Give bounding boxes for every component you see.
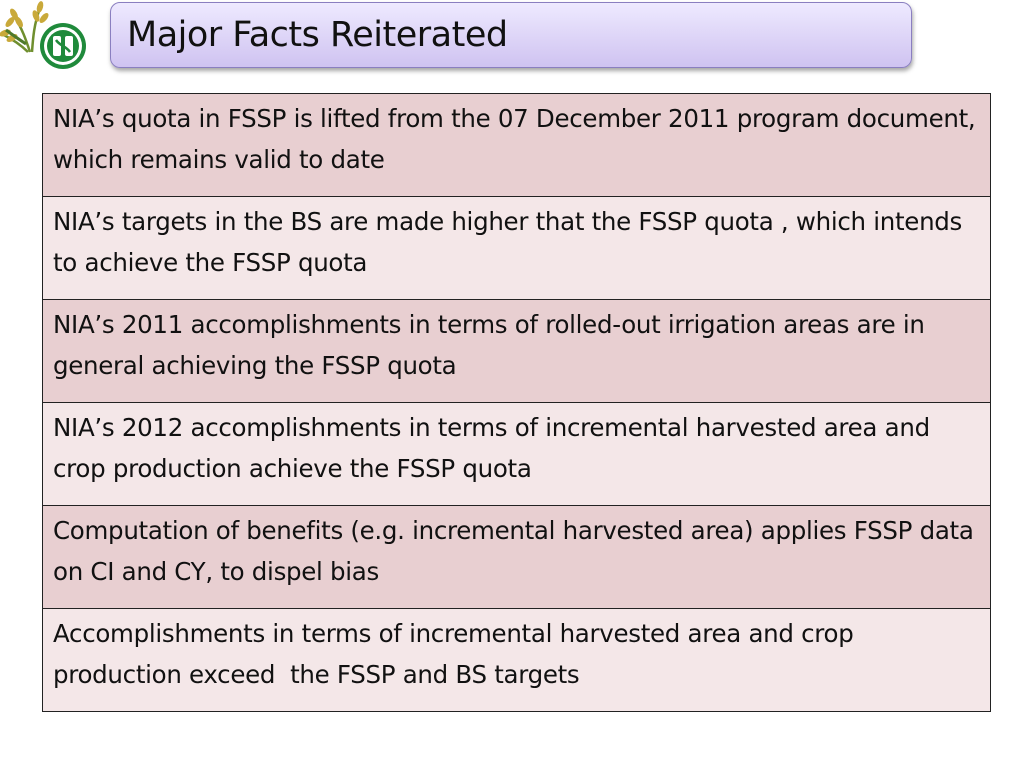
table-row: NIA’s quota in FSSP is lifted from the 0… <box>42 93 991 197</box>
fact-cell: Computation of benefits (e.g. incrementa… <box>42 505 991 609</box>
wheat-emblem-icon <box>0 1 49 53</box>
nia-seal-icon <box>40 23 86 69</box>
fact-cell: NIA’s 2012 accomplishments in terms of i… <box>42 402 991 506</box>
facts-table: NIA’s quota in FSSP is lifted from the 0… <box>42 93 991 712</box>
fact-cell: Accomplishments in terms of incremental … <box>42 608 991 712</box>
table-row: NIA’s 2012 accomplishments in terms of i… <box>42 402 991 506</box>
fact-cell: NIA’s 2011 accomplishments in terms of r… <box>42 299 991 403</box>
fact-cell: NIA’s quota in FSSP is lifted from the 0… <box>42 93 991 197</box>
table-row: Accomplishments in terms of incremental … <box>42 608 991 712</box>
title-box: Major Facts Reiterated <box>110 2 912 68</box>
logo-group <box>0 0 96 80</box>
slide-title: Major Facts Reiterated <box>127 15 508 55</box>
table-row: Computation of benefits (e.g. incrementa… <box>42 505 991 609</box>
table-row: NIA’s targets in the BS are made higher … <box>42 196 991 300</box>
table-row: NIA’s 2011 accomplishments in terms of r… <box>42 299 991 403</box>
fact-cell: NIA’s targets in the BS are made higher … <box>42 196 991 300</box>
